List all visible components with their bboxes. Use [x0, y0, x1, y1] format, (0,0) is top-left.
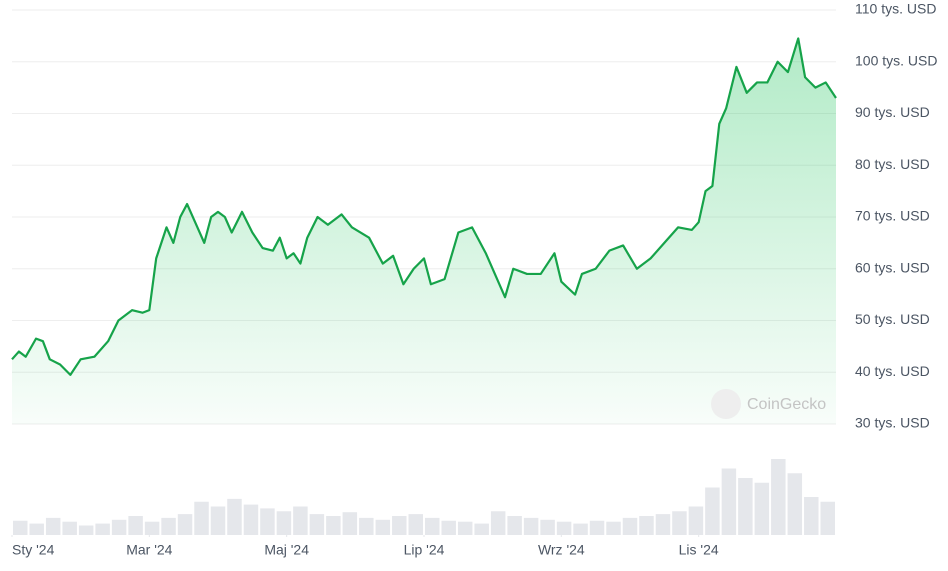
volume-bar: [622, 517, 638, 535]
y-tick-label: 30 tys. USD: [855, 415, 930, 431]
volume-bar: [721, 468, 737, 535]
volume-bar: [276, 511, 292, 535]
volume-bar: [78, 525, 94, 535]
y-tick-label: 70 tys. USD: [855, 208, 930, 224]
volume-bar: [754, 482, 770, 535]
volume-bar: [688, 506, 704, 535]
x-tick-label: Mar '24: [126, 542, 172, 558]
y-tick-label: 40 tys. USD: [855, 363, 930, 379]
volume-bar: [144, 521, 160, 535]
volume-bar: [293, 506, 308, 535]
volume-bar: [573, 523, 588, 535]
axes: 30 tys. USD 40 tys. USD 50 tys. USD 60 tys.…: [11, 1, 937, 558]
y-tick-label: 110 tys. USD: [855, 1, 936, 17]
volume-bar: [359, 517, 374, 535]
volume-bar: [672, 511, 687, 535]
y-tick-label: 50 tys. USD: [855, 311, 930, 327]
watermark-logo: [711, 389, 741, 419]
y-tick-label: 60 tys. USD: [855, 259, 930, 275]
volume-bar: [589, 520, 605, 535]
volume-bar: [606, 521, 621, 535]
volume-bar: [738, 478, 753, 535]
volume-bar: [62, 521, 77, 535]
volume-bar: [655, 514, 671, 535]
volume-bar: [507, 516, 522, 535]
x-tick-label: Sty '24: [12, 542, 55, 558]
volume-bar: [639, 516, 654, 535]
volume-bar: [556, 521, 572, 535]
volume-bar: [705, 487, 720, 535]
volume-bar: [820, 501, 835, 535]
volume-bar: [326, 516, 341, 535]
volume-bar: [194, 501, 209, 535]
volume-bar: [95, 523, 110, 535]
volume-bar: [309, 514, 325, 535]
y-tick-label: 80 tys. USD: [855, 156, 930, 172]
volume-bar: [260, 508, 275, 535]
volume: [13, 459, 835, 535]
volume-bar: [177, 514, 193, 535]
volume-bar: [787, 473, 803, 535]
volume-bar: [804, 497, 819, 535]
volume-bar: [161, 517, 176, 535]
volume-bar: [111, 519, 127, 535]
volume-bar: [540, 519, 555, 535]
x-tick-label: Lip '24: [404, 542, 445, 558]
volume-bar: [210, 506, 226, 535]
volume-bar: [375, 519, 391, 535]
volume-bar: [227, 498, 242, 535]
price-line: [11, 37, 837, 376]
volume-bar: [771, 459, 786, 535]
volume-bar: [342, 512, 358, 535]
volume-bar: [490, 511, 506, 535]
plot: [11, 37, 837, 425]
volume-bar: [45, 517, 61, 535]
volume-bar: [474, 523, 489, 535]
y-tick-label: 90 tys. USD: [855, 104, 930, 120]
x-tick-label: Wrz '24: [538, 542, 585, 558]
volume-bar: [29, 523, 44, 535]
volume-bar: [523, 517, 539, 535]
volume-bar: [392, 516, 407, 535]
volume-bar: [425, 517, 440, 535]
volume-bar: [441, 520, 456, 535]
x-tick-label: Lis '24: [679, 542, 719, 558]
x-tick-label: Maj '24: [264, 542, 309, 558]
y-tick-label: 100 tys. USD: [855, 52, 937, 68]
volume-bar: [13, 520, 28, 535]
volume-bar: [128, 516, 143, 535]
area-fill: [12, 38, 836, 425]
volume-bar: [457, 521, 473, 535]
volume-bar: [243, 504, 259, 535]
watermark-text: CoinGecko: [747, 396, 826, 413]
volume-bar: [408, 514, 423, 535]
watermark: CoinGecko: [711, 389, 826, 419]
